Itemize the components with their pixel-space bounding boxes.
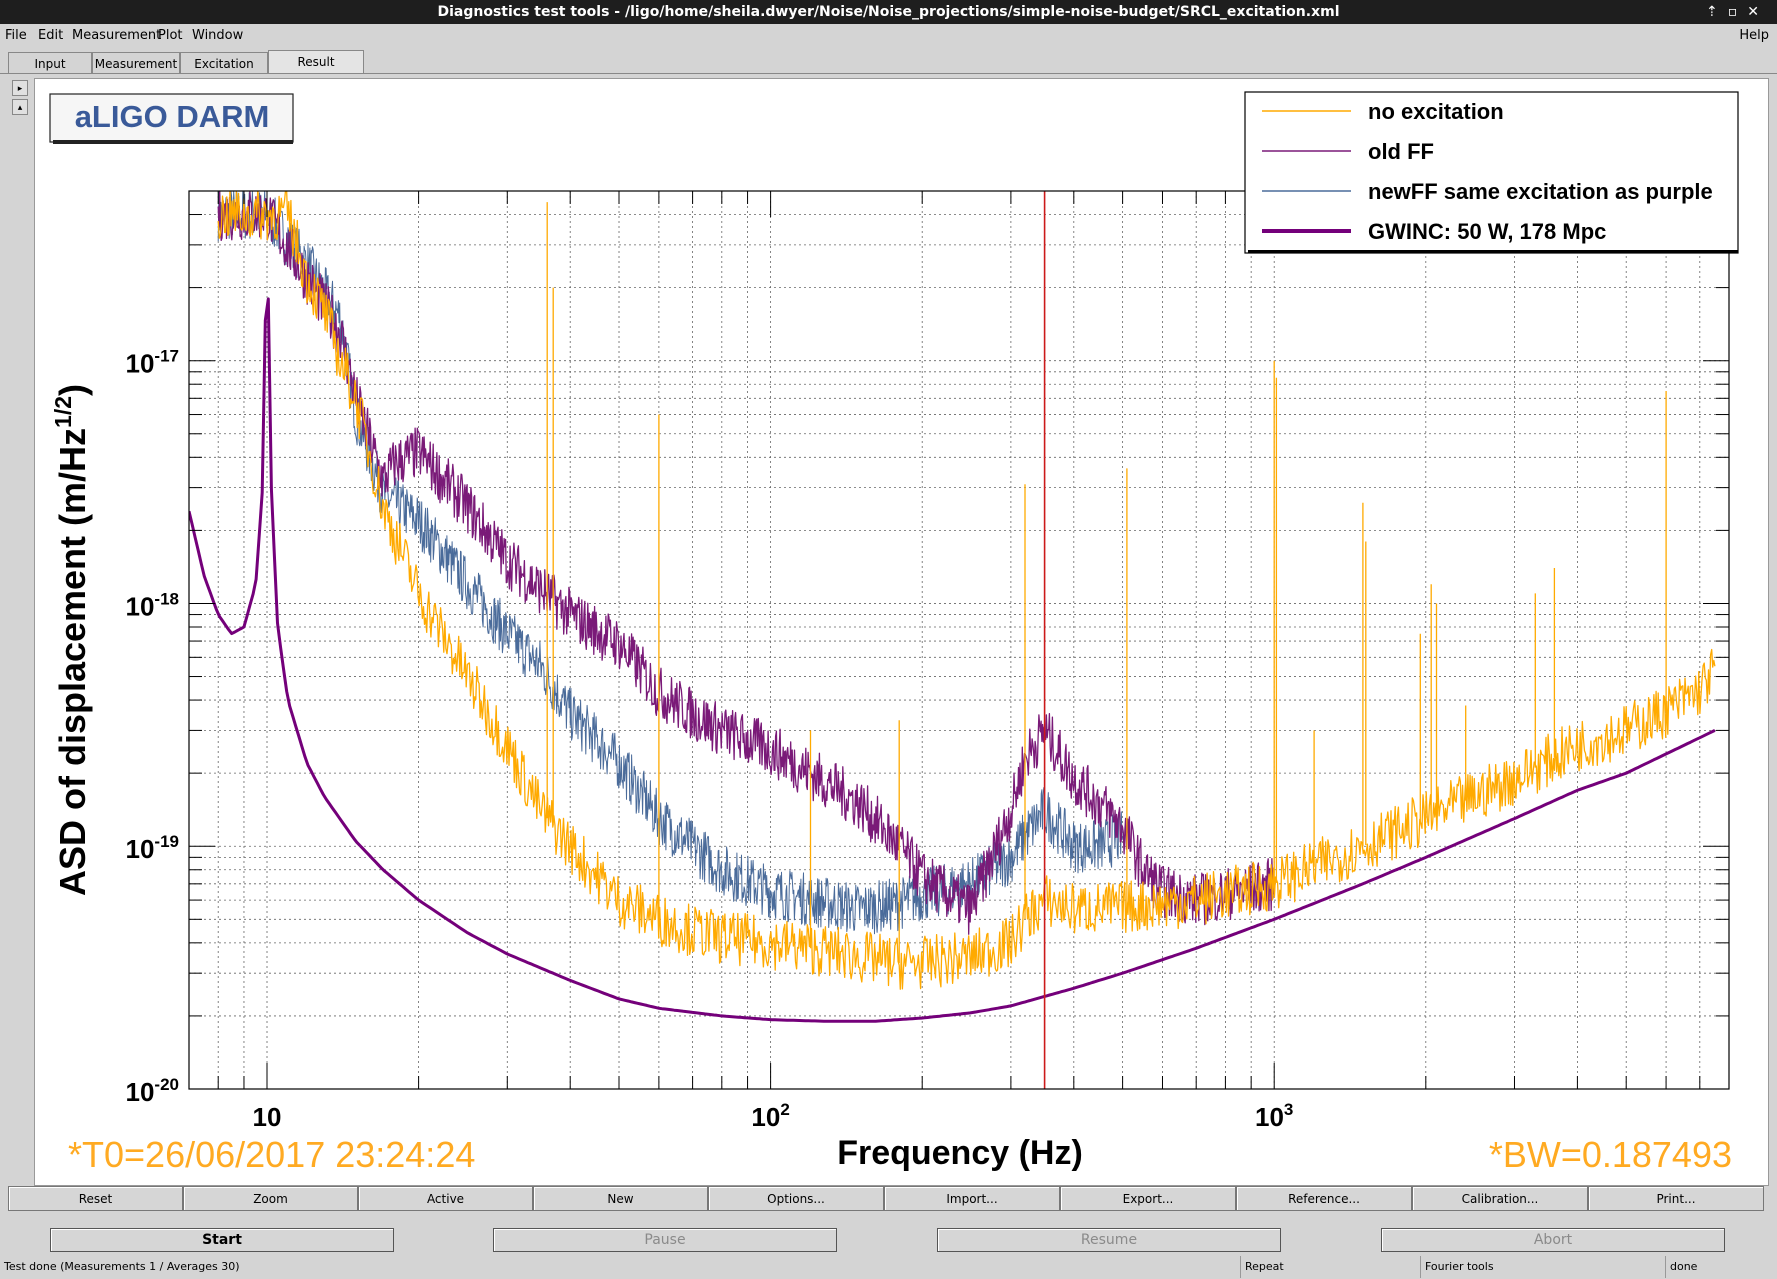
- abort-button[interactable]: Abort: [1381, 1228, 1725, 1252]
- menu-help[interactable]: Help: [1739, 28, 1769, 43]
- chart-labels: 10 102 103 10-17 10-18 10-19 10-20: [126, 347, 1294, 1132]
- window-titlebar: Diagnostics test tools - /ligo/home/shei…: [0, 0, 1777, 24]
- chart-series-group: [189, 191, 1716, 1089]
- close-icon[interactable]: ✕: [1747, 4, 1769, 20]
- x-tick-label-exp: 2: [780, 1100, 789, 1119]
- y-tick-label: 10-19: [126, 832, 180, 864]
- t0-annotation: *T0=26/06/2017 23:24:24: [68, 1134, 475, 1175]
- plot-frame: [188, 190, 1730, 1090]
- plot-label: aLIGO DARM: [75, 99, 270, 134]
- series-line-0: [217, 191, 1716, 990]
- legend-label: old FF: [1368, 139, 1434, 164]
- menu-file[interactable]: File: [5, 28, 27, 43]
- status-tools: Fourier tools: [1420, 1256, 1665, 1278]
- export-button[interactable]: Export...: [1060, 1186, 1236, 1211]
- bw-annotation: *BW=0.187493: [1489, 1134, 1732, 1175]
- y-tick-label-exp: -19: [154, 832, 179, 851]
- y-tick-label: 10-18: [126, 589, 180, 621]
- resume-button[interactable]: Resume: [937, 1228, 1281, 1252]
- active-button[interactable]: Active: [358, 1186, 533, 1211]
- y-tick-label-exp: -17: [154, 347, 179, 366]
- calibration-button[interactable]: Calibration...: [1412, 1186, 1588, 1211]
- x-tick-label: 102: [751, 1100, 789, 1132]
- window-title: Diagnostics test tools - /ligo/home/shei…: [437, 4, 1340, 20]
- status-main: Test done (Measurements 1 / Averages 30): [4, 1260, 240, 1273]
- menu-edit[interactable]: Edit: [38, 28, 64, 43]
- y-tick-label-exp: -18: [154, 589, 179, 608]
- menu-bar: File Edit Measurement Plot Window Help: [0, 24, 1777, 48]
- legend-label: no excitation: [1368, 99, 1504, 124]
- plot-label-shadow: [53, 140, 293, 144]
- print-button[interactable]: Print...: [1588, 1186, 1764, 1211]
- pause-button[interactable]: Pause: [493, 1228, 837, 1252]
- menu-measurement[interactable]: Measurement: [72, 28, 162, 43]
- tab-measurement[interactable]: Measurement: [92, 52, 180, 74]
- tab-excitation[interactable]: Excitation: [180, 52, 268, 74]
- expand-right-icon[interactable]: ▸: [12, 80, 28, 96]
- menu-window[interactable]: Window: [192, 28, 244, 43]
- y-tick-label-exp: -20: [154, 1075, 179, 1094]
- tab-result[interactable]: Result: [268, 50, 364, 74]
- legend-label: GWINC: 50 W, 178 Mpc: [1368, 219, 1606, 244]
- status-state: done: [1665, 1256, 1777, 1278]
- status-bar: Test done (Measurements 1 / Averages 30)…: [0, 1256, 1777, 1279]
- plot-pad[interactable]: [34, 78, 1769, 1186]
- side-column: [10, 80, 32, 1180]
- series-line-3: [189, 297, 1716, 1023]
- x-tick-label-exp: 3: [1284, 1100, 1293, 1119]
- expand-up-icon[interactable]: ▴: [12, 99, 28, 115]
- window-controls: ⇡▫✕: [1706, 0, 1769, 24]
- plot-button-bar: Reset Zoom Active New Options... Import.…: [8, 1186, 1770, 1212]
- start-button[interactable]: Start: [50, 1228, 394, 1252]
- new-button[interactable]: New: [533, 1186, 708, 1211]
- series-line-1: [217, 191, 1275, 935]
- x-tick-label: 103: [1255, 1100, 1293, 1132]
- import-button[interactable]: Import...: [884, 1186, 1060, 1211]
- zoom-button[interactable]: Zoom: [183, 1186, 358, 1211]
- restore-icon[interactable]: ▫: [1727, 4, 1748, 20]
- y-axis-title: ASD of displacement (m/Hz1/2): [50, 384, 93, 896]
- reset-button[interactable]: Reset: [8, 1186, 183, 1211]
- y-tick-label: 10-20: [126, 1075, 180, 1107]
- options-button[interactable]: Options...: [708, 1186, 884, 1211]
- tab-divider: [0, 73, 1777, 74]
- x-axis-title: Frequency (Hz): [837, 1134, 1083, 1172]
- chart-legend: no excitation old FF newFF same excitation…: [1244, 91, 1739, 254]
- reference-button[interactable]: Reference...: [1236, 1186, 1412, 1211]
- maximize-icon[interactable]: ⇡: [1706, 4, 1728, 20]
- tab-row: Input Measurement Excitation Result: [0, 50, 1777, 74]
- legend-box: [1244, 91, 1739, 254]
- status-repeat: Repeat: [1240, 1256, 1415, 1278]
- menu-plot[interactable]: Plot: [158, 28, 183, 43]
- y-tick-label: 10-17: [126, 347, 180, 379]
- series-line-2: [217, 191, 1124, 935]
- tab-input[interactable]: Input: [8, 52, 92, 74]
- x-tick-label: 10: [253, 1102, 282, 1132]
- legend-label: newFF same excitation as purple: [1368, 179, 1713, 204]
- legend-shadow: [1248, 250, 1738, 253]
